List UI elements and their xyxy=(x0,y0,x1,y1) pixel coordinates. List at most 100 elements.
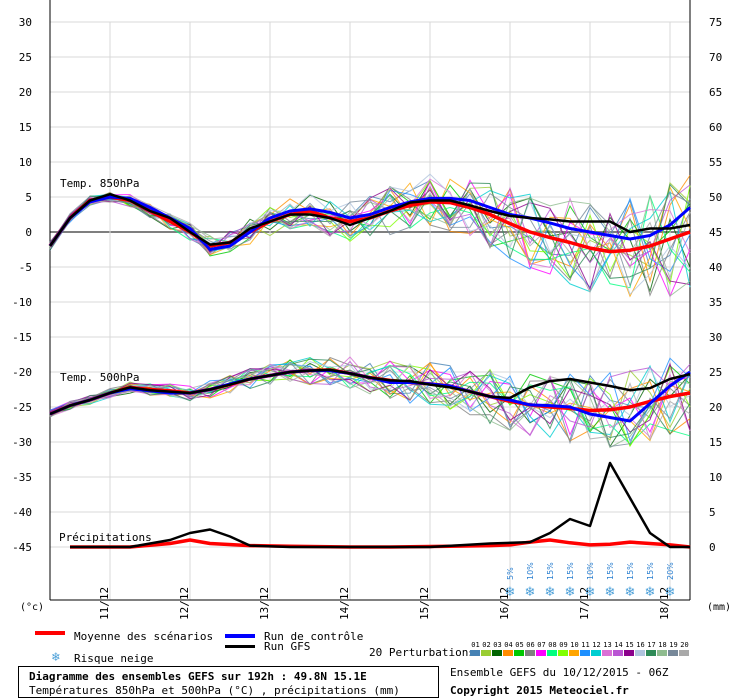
legend-control-label: Run de contrôle xyxy=(264,630,364,643)
perturbation-swatch xyxy=(635,650,645,656)
left-tick-label: -10 xyxy=(12,296,32,309)
snow-risk-percent: 15% xyxy=(566,562,575,580)
perturbation-swatch xyxy=(657,650,667,656)
right-tick-label: 30 xyxy=(709,331,722,344)
snowflake-icon: ❄ xyxy=(565,585,576,600)
perturbation-number: 18 xyxy=(658,641,667,649)
series-line-t850-control xyxy=(48,195,691,251)
left-tick-label: -15 xyxy=(12,331,32,344)
copyright: Copyright 2015 Meteociel.fr xyxy=(450,684,629,697)
snowflake-icon: ❄ xyxy=(585,585,596,600)
snow-risk-percent: 15% xyxy=(626,562,635,580)
right-tick-label: 45 xyxy=(709,226,722,239)
legend-perturbations-label: 20 Perturbations xyxy=(369,646,475,659)
perturbation-number: 04 xyxy=(504,641,513,649)
left-tick-label: 10 xyxy=(19,156,32,169)
perturbation-number: 08 xyxy=(548,641,557,649)
panel-label-precip: Précipitations xyxy=(59,531,152,544)
perturbation-line xyxy=(49,185,691,288)
perturbation-swatch xyxy=(525,650,535,656)
right-tick-label: 60 xyxy=(709,121,722,134)
left-tick-label: -5 xyxy=(19,261,32,274)
date-tick-label: 15/12 xyxy=(418,587,431,620)
right-tick-label: 75 xyxy=(709,16,722,29)
left-tick-label: -35 xyxy=(12,471,32,484)
legend-mean-label: Moyenne des scénarios xyxy=(74,630,214,643)
perturbation-swatch xyxy=(646,650,656,656)
perturbation-swatch xyxy=(547,650,557,656)
perturbation-swatch xyxy=(514,650,524,656)
snow-risk-percent: 15% xyxy=(546,562,555,580)
panel-label-t850: Temp. 850hPa xyxy=(60,177,139,190)
snowflake-icon: ❄ xyxy=(605,585,616,600)
perturbation-number: 19 xyxy=(669,641,678,649)
left-tick-label: -25 xyxy=(12,401,32,414)
left-tick-label: 30 xyxy=(19,16,32,29)
perturbation-number: 20 xyxy=(680,641,689,649)
snow-risk-percent: 15% xyxy=(606,562,615,580)
perturbation-number: 14 xyxy=(614,641,623,649)
date-tick-label: 12/12 xyxy=(178,587,191,620)
right-tick-label: 0 xyxy=(709,541,716,554)
snowflake-icon: ❄ xyxy=(505,585,516,600)
perturbation-number: 13 xyxy=(603,641,612,649)
legend-gfs-label: Run GFS xyxy=(264,640,311,653)
left-tick-label: -45 xyxy=(12,541,32,554)
left-tick-label: 25 xyxy=(19,51,32,64)
snow-risk-percent: 10% xyxy=(526,562,535,580)
snowflake-icon: ❄ xyxy=(52,650,60,665)
legend-snow-label: Risque neige xyxy=(74,652,154,665)
snowflake-icon: ❄ xyxy=(665,585,676,600)
perturbation-swatch xyxy=(602,650,612,656)
perturbation-swatch xyxy=(470,650,480,656)
left-tick-label: 5 xyxy=(25,191,32,204)
right-axis-unit: (mm) xyxy=(707,602,731,613)
snow-risk-percent: 20% xyxy=(666,562,675,580)
perturbation-swatch xyxy=(569,650,579,656)
perturbation-number: 03 xyxy=(493,641,502,649)
legend-mean-swatch xyxy=(35,631,65,635)
left-tick-label: -20 xyxy=(12,366,32,379)
panel-label-t500: Temp. 500hPa xyxy=(60,371,139,384)
snow-risk-percent: 5% xyxy=(506,567,515,580)
perturbation-swatch xyxy=(679,650,689,656)
perturbation-number: 17 xyxy=(647,641,656,649)
perturbation-swatch xyxy=(613,650,623,656)
snow-risk-percent: 15% xyxy=(646,562,655,580)
right-tick-label: 70 xyxy=(709,51,722,64)
perturbation-number: 05 xyxy=(515,641,524,649)
right-tick-label: 10 xyxy=(709,471,722,484)
perturbation-swatch xyxy=(492,650,502,656)
right-tick-label: 55 xyxy=(709,156,722,169)
right-tick-label: 65 xyxy=(709,86,722,99)
footer-title: Diagramme des ensembles GEFS sur 192h : … xyxy=(29,670,367,683)
right-tick-label: 15 xyxy=(709,436,722,449)
snowflake-icon: ❄ xyxy=(525,585,536,600)
perturbation-number: 15 xyxy=(625,641,634,649)
left-axis-unit: (°c) xyxy=(20,602,44,613)
series-line-precip-gfs xyxy=(70,461,690,549)
perturbation-number: 06 xyxy=(526,641,535,649)
perturbation-number: 07 xyxy=(537,641,546,649)
legend-control-swatch xyxy=(225,634,255,638)
perturbation-number: 10 xyxy=(570,641,579,649)
right-tick-label: 40 xyxy=(709,261,722,274)
right-tick-label: 20 xyxy=(709,401,722,414)
snowflake-icon: ❄ xyxy=(645,585,656,600)
snow-risk-percent: 10% xyxy=(586,562,595,580)
date-tick-label: 16/12 xyxy=(498,587,511,620)
perturbation-swatch xyxy=(591,650,601,656)
perturbation-number: 02 xyxy=(482,641,491,649)
perturbation-number: 11 xyxy=(581,641,590,649)
perturbation-swatch xyxy=(481,650,491,656)
perturbation-line xyxy=(49,361,691,448)
right-tick-label: 35 xyxy=(709,296,722,309)
date-tick-label: 14/12 xyxy=(338,587,351,620)
footer-subtitle: Températures 850hPa et 500hPa (°C) , pré… xyxy=(29,684,400,697)
perturbation-number: 12 xyxy=(592,641,601,649)
date-tick-label: 18/12 xyxy=(658,587,671,620)
perturbation-number: 16 xyxy=(636,641,645,649)
ensemble-chart: 302520151050-5-10-15-20-25-30-35-40-4575… xyxy=(12,0,731,620)
left-tick-label: 20 xyxy=(19,86,32,99)
series-line-t850-gfs xyxy=(48,192,691,247)
